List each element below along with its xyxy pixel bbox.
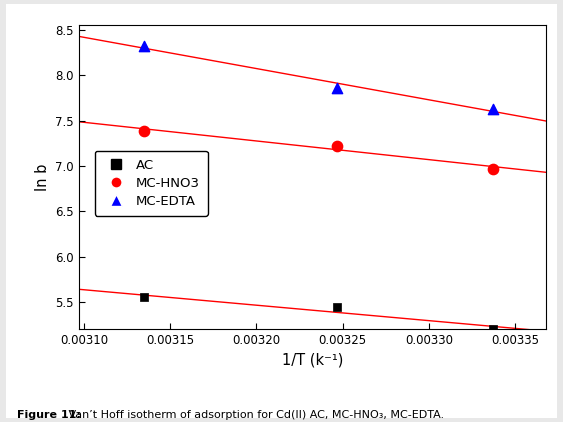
Text: Figure 11:: Figure 11:	[17, 410, 81, 420]
X-axis label: 1/T (k⁻¹): 1/T (k⁻¹)	[282, 352, 343, 368]
Point	[333, 143, 342, 149]
Point	[488, 165, 497, 172]
Point	[488, 106, 497, 112]
Point	[333, 84, 342, 91]
Text: Van’t Hoff isotherm of adsorption for Cd(II) AC, MC-HNO₃, MC-EDTA.: Van’t Hoff isotherm of adsorption for Cd…	[65, 410, 444, 420]
Point	[488, 326, 497, 333]
Point	[140, 294, 149, 301]
Point	[140, 127, 149, 134]
Legend: AC, MC-HNO3, MC-EDTA: AC, MC-HNO3, MC-EDTA	[95, 151, 208, 216]
Point	[140, 43, 149, 49]
Point	[333, 304, 342, 311]
Y-axis label: ln b: ln b	[35, 164, 50, 191]
